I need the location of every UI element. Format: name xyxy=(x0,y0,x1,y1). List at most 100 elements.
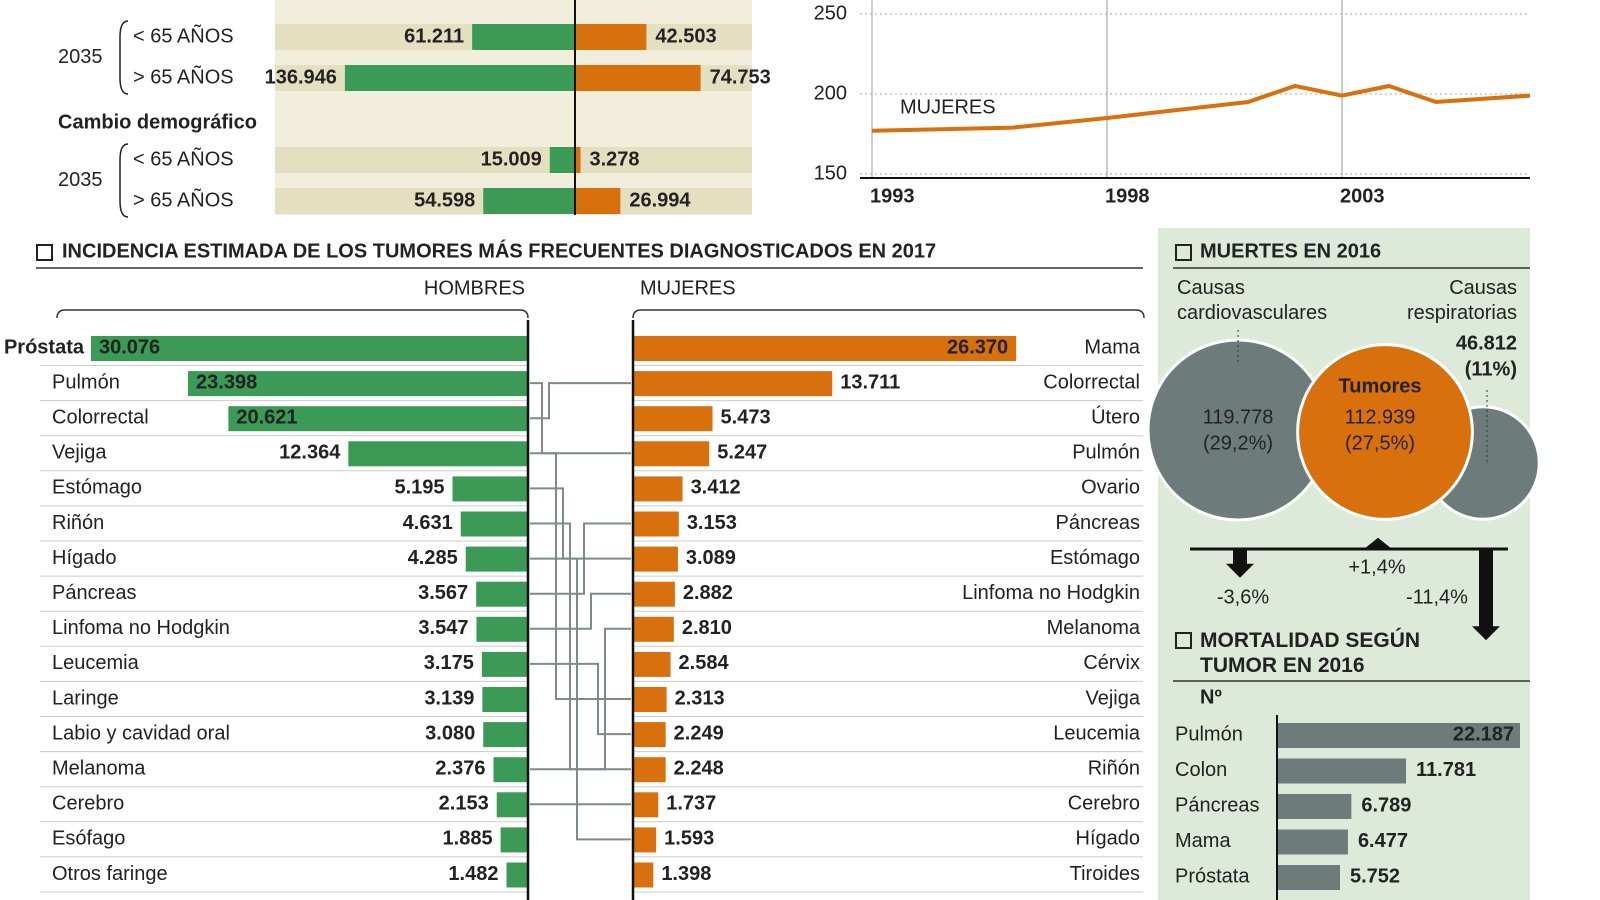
category-label: Melanoma xyxy=(52,757,146,779)
bubble xyxy=(1296,343,1474,521)
series-header: MUJERES xyxy=(640,277,736,299)
bar xyxy=(348,441,528,467)
category-label: Linfoma no Hodgkin xyxy=(52,617,230,639)
value-label: 2.810 xyxy=(682,617,732,639)
series-header: HOMBRES xyxy=(424,277,525,299)
value-label: 3.278 xyxy=(590,148,640,170)
category-label: Vejiga xyxy=(1086,687,1141,709)
value-label: 3.089 xyxy=(686,547,736,569)
value-label: 2.248 xyxy=(674,757,724,779)
bar xyxy=(472,24,575,50)
category-label: Esófago xyxy=(52,828,125,850)
value-label: 2.882 xyxy=(683,582,733,604)
title-icon xyxy=(1175,244,1192,261)
percent-label: (11%) xyxy=(1465,358,1517,380)
value-label: 5.473 xyxy=(721,406,771,428)
bar xyxy=(633,616,674,642)
x-tick-label: 1993 xyxy=(870,185,915,207)
value-label: 1.482 xyxy=(448,863,498,885)
bar xyxy=(1277,794,1352,819)
value-label: 13.711 xyxy=(840,371,900,393)
bar xyxy=(482,687,528,712)
category-label: Colon xyxy=(1175,759,1227,781)
bar xyxy=(483,722,528,748)
value-label: 1.398 xyxy=(661,863,711,885)
bar xyxy=(496,792,528,818)
series-label: MUJERES xyxy=(900,96,996,118)
bar xyxy=(633,476,683,502)
value-label: 3.175 xyxy=(424,652,474,674)
change-label: -3,6% xyxy=(1217,586,1269,608)
bar xyxy=(476,616,528,642)
bar xyxy=(483,188,575,214)
category-label: Próstata xyxy=(4,336,85,358)
category-label: Cérvix xyxy=(1083,652,1140,674)
value-label: 15.009 xyxy=(481,148,542,170)
connector xyxy=(530,382,631,420)
category-label: Hígado xyxy=(52,547,117,569)
bar xyxy=(633,792,659,818)
category-label: Leucemia xyxy=(52,652,140,674)
category-label: > 65 AÑOS xyxy=(133,187,234,211)
bar xyxy=(633,336,1017,361)
value-label: 54.598 xyxy=(414,189,475,211)
bar xyxy=(506,862,528,888)
category-label: Tiroides xyxy=(1070,863,1140,885)
category-label: Útero xyxy=(1091,405,1140,428)
category-label: Laringe xyxy=(52,687,119,709)
category-label: Pulmón xyxy=(1072,442,1140,464)
value-label: 22.187 xyxy=(1453,723,1514,745)
y-tick-label: 250 xyxy=(814,2,847,24)
bar xyxy=(633,651,671,677)
bracket xyxy=(56,309,529,319)
category-label: Causas cardiovasculares xyxy=(1177,277,1328,324)
connector xyxy=(530,452,631,700)
bar xyxy=(633,406,713,432)
bar xyxy=(633,581,675,607)
category-label: Riñón xyxy=(1088,757,1140,779)
category-label: Otros faringe xyxy=(52,863,168,885)
change-arrow xyxy=(1226,549,1254,578)
connector xyxy=(530,662,631,736)
category-label: Tumores xyxy=(1339,375,1422,397)
bar xyxy=(1277,829,1348,855)
percent-label: (27,5%) xyxy=(1345,432,1415,454)
value-label: 4.631 xyxy=(403,512,453,534)
category-label: Pulmón xyxy=(1175,723,1243,745)
connector xyxy=(530,522,631,595)
connector xyxy=(530,592,631,630)
bar xyxy=(633,722,666,748)
value-label: 2.584 xyxy=(679,652,730,674)
category-label: Labio y cavidad oral xyxy=(52,722,230,744)
title-icon xyxy=(1175,632,1192,649)
category-label: Mama xyxy=(1084,336,1140,358)
bar xyxy=(633,546,678,572)
value-label: 30.076 xyxy=(99,336,160,358)
value-header: Nº xyxy=(1200,686,1222,708)
section-heading: Cambio demográfico xyxy=(58,111,257,133)
bar xyxy=(1277,758,1407,784)
value-label: 4.285 xyxy=(408,547,458,569)
category-label: Estómago xyxy=(1050,547,1140,569)
value-label: 46.812 xyxy=(1456,332,1517,354)
title-icon xyxy=(36,244,53,261)
x-tick-label: 1998 xyxy=(1105,185,1150,207)
y-tick-label: 150 xyxy=(814,162,847,184)
category-label: Hígado xyxy=(1076,828,1141,850)
category-label: Páncreas xyxy=(1056,512,1141,534)
category-label: Melanoma xyxy=(1047,617,1141,639)
category-label: Causas respiratorias xyxy=(1406,277,1517,324)
category-label: Páncreas xyxy=(52,582,137,604)
value-label: 74.753 xyxy=(710,66,771,88)
category-label: < 65 AÑOS xyxy=(133,23,234,47)
value-label: 3.412 xyxy=(691,477,741,499)
y-tick-label: 200 xyxy=(814,82,847,104)
category-label: > 65 AÑOS xyxy=(133,64,234,88)
row-stripe xyxy=(275,147,752,173)
value-label: 5.195 xyxy=(394,477,444,499)
category-label: Próstata xyxy=(1175,865,1250,887)
bar xyxy=(481,651,528,677)
brace xyxy=(119,143,129,218)
